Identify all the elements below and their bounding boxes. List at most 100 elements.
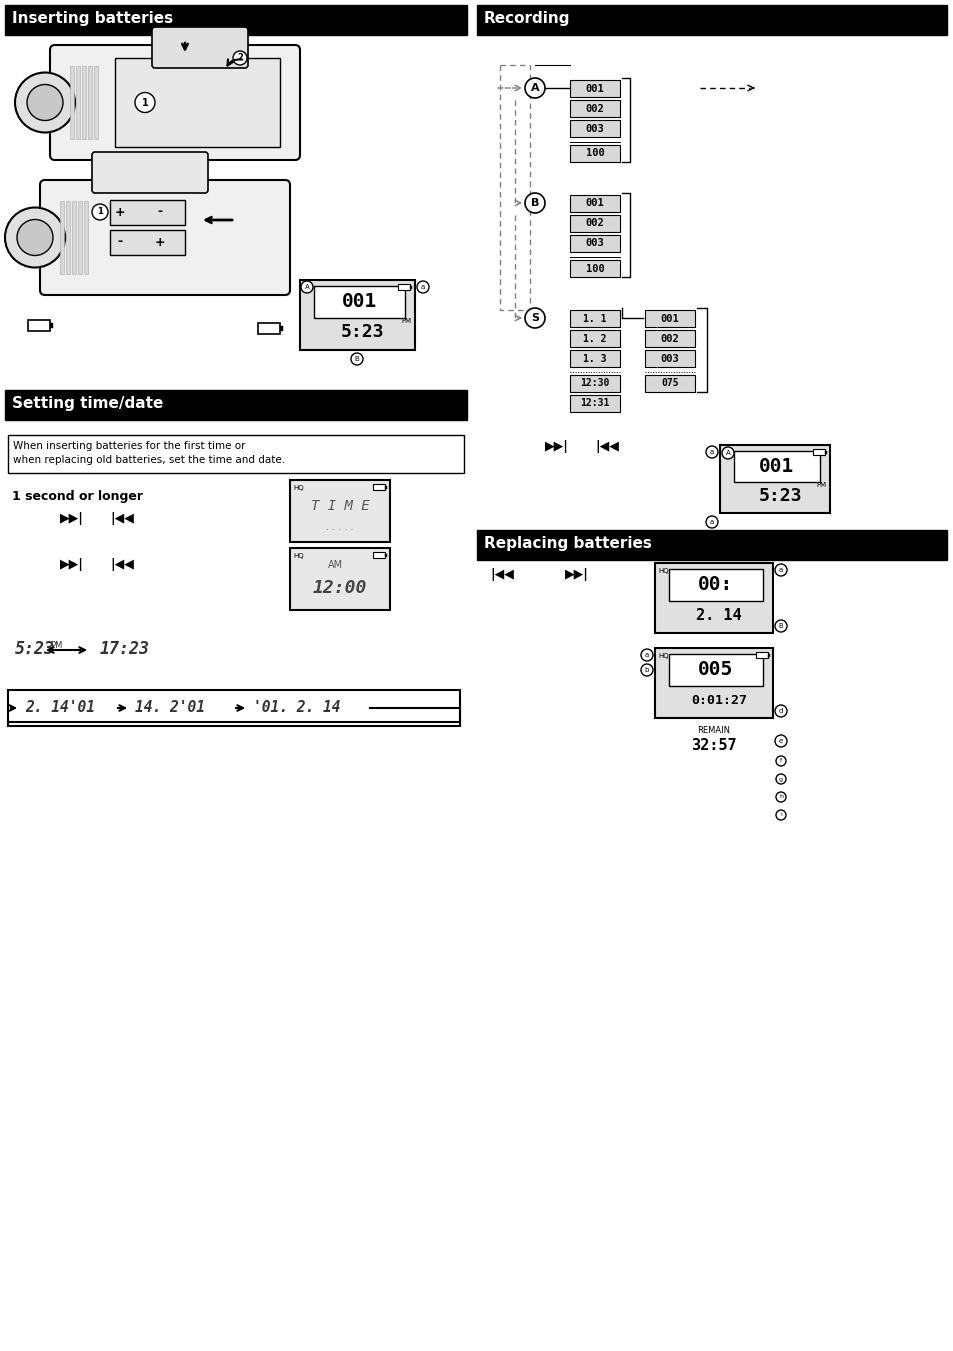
Bar [767,654,769,657]
Text: HQ: HQ [658,653,668,659]
Bar [78,201,82,274]
Bar [94,66,98,139]
Text: ▶▶|: ▶▶| [564,567,588,581]
FancyBboxPatch shape [152,27,248,68]
Text: 1. 3: 1. 3 [582,354,606,363]
Bar [720,444,829,513]
Text: 003: 003 [585,123,604,134]
Bar [8,435,463,473]
Text: S: S [531,313,538,323]
Text: B: B [530,199,538,208]
Bar [644,309,695,327]
Text: 002: 002 [585,104,604,113]
Text: +: + [154,235,165,249]
Bar [569,309,619,327]
Text: 003: 003 [659,354,679,363]
Text: ▶▶|: ▶▶| [60,512,84,526]
Bar [755,653,767,658]
Bar [88,66,91,139]
Text: a: a [644,653,648,658]
Circle shape [705,446,718,458]
Text: 001: 001 [585,84,604,93]
FancyBboxPatch shape [50,45,299,159]
Text: PM: PM [401,317,412,324]
Text: A: A [725,450,730,457]
Circle shape [15,73,75,132]
Bar [644,376,695,392]
Text: B: B [355,357,359,362]
Text: ▶▶|: ▶▶| [544,440,568,453]
Text: 12:31: 12:31 [579,399,609,408]
Text: 001: 001 [759,457,794,476]
Text: 1 second or longer: 1 second or longer [12,490,143,503]
Bar [50,323,53,328]
Text: 5:23: 5:23 [758,488,801,505]
Text: 12:00: 12:00 [313,580,367,597]
Bar [373,484,385,490]
Circle shape [351,353,363,365]
Text: a: a [420,284,425,290]
Text: when replacing old batteries, set the time and date.: when replacing old batteries, set the ti… [13,455,285,465]
Bar [569,330,619,347]
Bar [299,280,415,350]
Bar [280,326,283,331]
Text: T I M E: T I M E [311,499,369,513]
Bar [476,530,946,561]
Circle shape [774,705,786,717]
Circle shape [640,648,652,661]
Bar [66,201,70,274]
Circle shape [233,51,247,65]
Text: -: - [117,235,122,249]
Bar [569,376,619,392]
Bar [397,284,410,290]
FancyBboxPatch shape [40,180,290,295]
Circle shape [775,792,785,802]
Text: Inserting batteries: Inserting batteries [12,11,172,26]
Circle shape [774,563,786,576]
Text: 17:23: 17:23 [100,640,150,658]
Bar [733,451,820,481]
Bar [569,394,619,412]
Bar [569,350,619,367]
Text: e: e [778,738,782,744]
Text: 1. 1: 1. 1 [582,313,606,323]
Text: |◀◀: |◀◀ [110,512,133,526]
Text: 2: 2 [236,54,243,62]
Text: 003: 003 [585,239,604,249]
Text: i: i [780,812,781,817]
Text: 1: 1 [97,208,103,216]
Circle shape [774,735,786,747]
Text: 14. 2'01: 14. 2'01 [135,701,205,716]
Bar [70,66,74,139]
Text: |◀◀: |◀◀ [110,558,133,571]
Bar [644,350,695,367]
Bar [812,449,824,455]
Bar [668,569,762,600]
Bar [314,286,405,317]
Text: 001: 001 [659,313,679,323]
Text: |◀◀: |◀◀ [490,567,514,581]
Bar [569,100,619,118]
Bar [385,485,387,489]
Text: 075: 075 [660,378,679,389]
Circle shape [5,208,65,267]
Circle shape [135,92,154,112]
Bar [569,195,619,212]
Text: When inserting batteries for the first time or: When inserting batteries for the first t… [13,440,245,451]
Bar [5,390,467,420]
Bar [569,80,619,97]
Text: 32:57: 32:57 [691,738,736,753]
Text: 1. 2: 1. 2 [582,334,606,343]
Bar [668,654,762,685]
Text: 001: 001 [341,292,376,311]
Bar [290,480,390,542]
Bar [110,200,185,226]
Bar [385,554,387,557]
Circle shape [775,774,785,784]
Text: ▶▶|: ▶▶| [60,558,84,571]
Bar [569,235,619,253]
Text: B: B [778,623,782,630]
Bar [71,201,76,274]
FancyBboxPatch shape [91,153,208,193]
Text: 12:30: 12:30 [579,378,609,389]
